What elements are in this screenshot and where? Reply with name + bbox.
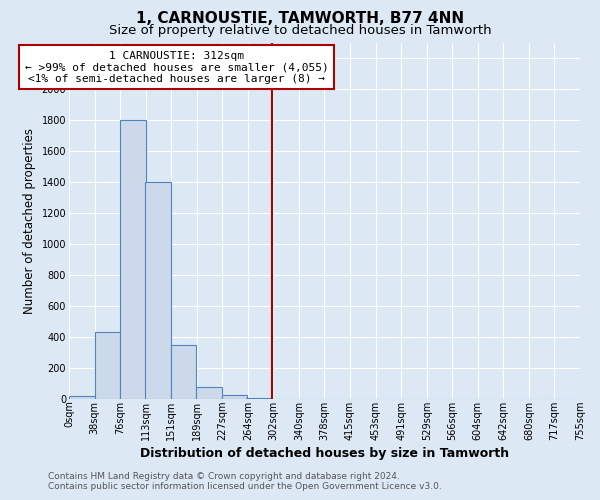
Bar <box>95 332 120 399</box>
Bar <box>247 398 272 399</box>
Bar <box>221 396 247 399</box>
Text: Size of property relative to detached houses in Tamworth: Size of property relative to detached ho… <box>109 24 491 37</box>
Bar <box>120 120 146 399</box>
X-axis label: Distribution of detached houses by size in Tamworth: Distribution of detached houses by size … <box>140 447 509 460</box>
Text: Contains HM Land Registry data © Crown copyright and database right 2024.
Contai: Contains HM Land Registry data © Crown c… <box>48 472 442 491</box>
Y-axis label: Number of detached properties: Number of detached properties <box>23 128 36 314</box>
Bar <box>196 387 221 399</box>
Bar <box>145 182 170 399</box>
Bar <box>69 396 95 399</box>
Bar <box>170 345 196 399</box>
Text: 1, CARNOUSTIE, TAMWORTH, B77 4NN: 1, CARNOUSTIE, TAMWORTH, B77 4NN <box>136 11 464 26</box>
Text: 1 CARNOUSTIE: 312sqm
← >99% of detached houses are smaller (4,055)
<1% of semi-d: 1 CARNOUSTIE: 312sqm ← >99% of detached … <box>25 50 328 84</box>
